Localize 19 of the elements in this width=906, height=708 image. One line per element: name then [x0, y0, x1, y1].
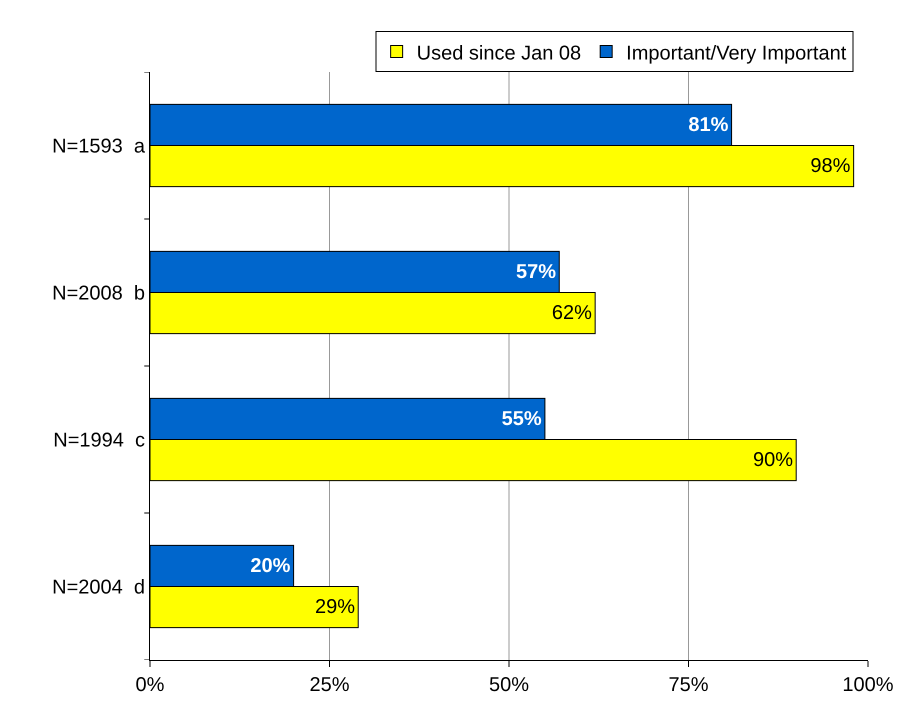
data-label: 29% — [314, 596, 356, 618]
legend-label: Important/Very Important — [626, 42, 847, 64]
y-tick-label: N=1593 a — [52, 136, 146, 158]
x-tick-label: 25% — [309, 674, 350, 696]
y-tick-label: N=2004 d — [52, 576, 145, 598]
data-label: 90% — [752, 449, 794, 472]
data-label: 55% — [502, 408, 542, 430]
x-tick-label: 0% — [136, 674, 165, 696]
data-label: 20% — [250, 554, 291, 577]
x-tick-label: 75% — [668, 674, 709, 696]
x-tick-label: 50% — [488, 674, 530, 696]
legend-label: Used since Jan 08 — [416, 42, 582, 64]
y-tick-label: N=1994 c — [53, 430, 145, 452]
y-tick-label: N=2008 b — [52, 282, 145, 304]
x-tick-label: 100% — [842, 674, 894, 696]
data-label: 98% — [810, 155, 851, 178]
data-label: 62% — [552, 302, 592, 324]
data-label: 57% — [516, 260, 556, 283]
data-label: 81% — [688, 114, 729, 136]
